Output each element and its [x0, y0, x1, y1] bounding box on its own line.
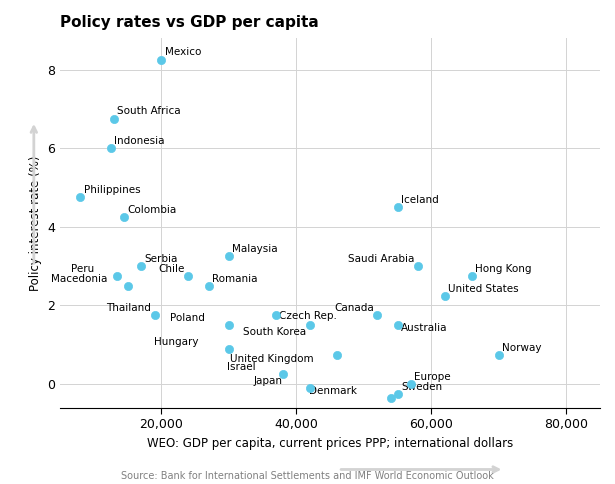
Point — [278, 370, 288, 378]
Y-axis label: Policy interest rate (%): Policy interest rate (%) — [29, 155, 42, 290]
Point — [149, 311, 159, 319]
Text: Macedonia: Macedonia — [51, 274, 107, 284]
Text: South Africa: South Africa — [117, 106, 181, 116]
Point — [406, 380, 416, 388]
Point — [113, 272, 122, 280]
Text: Israel: Israel — [227, 363, 256, 372]
Point — [372, 311, 382, 319]
Text: United States: United States — [448, 284, 519, 294]
Text: Peru: Peru — [71, 264, 94, 274]
Point — [109, 115, 119, 122]
Point — [122, 282, 132, 289]
Text: Canada: Canada — [334, 303, 374, 313]
Point — [440, 292, 450, 300]
Text: Indonesia: Indonesia — [114, 136, 165, 146]
Point — [467, 272, 477, 280]
Text: Iceland: Iceland — [401, 195, 438, 205]
Point — [413, 262, 423, 270]
Text: Australia: Australia — [401, 323, 447, 333]
Point — [305, 321, 315, 329]
Point — [392, 203, 402, 211]
Text: Thailand: Thailand — [106, 303, 151, 313]
Text: Czech Rep.: Czech Rep. — [279, 311, 337, 321]
Text: Switzerland: Switzerland — [0, 483, 1, 484]
Point — [204, 282, 213, 289]
Text: Saudi Arabia: Saudi Arabia — [348, 254, 415, 264]
Text: Mexico: Mexico — [165, 46, 201, 57]
Point — [76, 194, 85, 201]
Text: Malaysia: Malaysia — [232, 244, 278, 254]
Point — [156, 56, 166, 63]
Point — [271, 311, 281, 319]
Text: Policy rates vs GDP per capita: Policy rates vs GDP per capita — [60, 15, 319, 30]
Point — [392, 321, 402, 329]
Point — [183, 272, 193, 280]
Point — [332, 351, 342, 359]
Text: Sweden: Sweden — [401, 382, 442, 392]
Text: Chile: Chile — [159, 264, 185, 274]
Point — [224, 321, 234, 329]
Text: Norway: Norway — [502, 343, 542, 353]
Text: Hong Kong: Hong Kong — [475, 264, 531, 274]
Point — [224, 345, 234, 352]
Text: Colombia: Colombia — [127, 205, 177, 215]
Text: Japan: Japan — [254, 376, 283, 386]
Text: Source: Bank for International Settlements and IMF World Economic Outlook: Source: Bank for International Settlemen… — [121, 471, 494, 481]
Point — [119, 213, 129, 221]
Text: Denmark: Denmark — [309, 386, 357, 396]
Text: United Kingdom: United Kingdom — [229, 354, 313, 364]
Text: Romania: Romania — [212, 274, 258, 284]
Point — [386, 394, 395, 402]
Point — [136, 262, 146, 270]
Point — [494, 351, 504, 359]
Point — [305, 384, 315, 392]
Text: Poland: Poland — [170, 313, 205, 323]
Point — [224, 253, 234, 260]
X-axis label: WEO: GDP per capita, current prices PPP; international dollars: WEO: GDP per capita, current prices PPP;… — [147, 437, 513, 450]
Point — [392, 390, 402, 398]
Text: Serbia: Serbia — [145, 254, 178, 264]
Text: Europe: Europe — [415, 372, 451, 382]
Text: Hungary: Hungary — [154, 337, 199, 347]
Text: Philippines: Philippines — [84, 185, 140, 196]
Text: South Korea: South Korea — [244, 327, 306, 337]
Point — [494, 409, 504, 417]
Point — [106, 144, 116, 152]
